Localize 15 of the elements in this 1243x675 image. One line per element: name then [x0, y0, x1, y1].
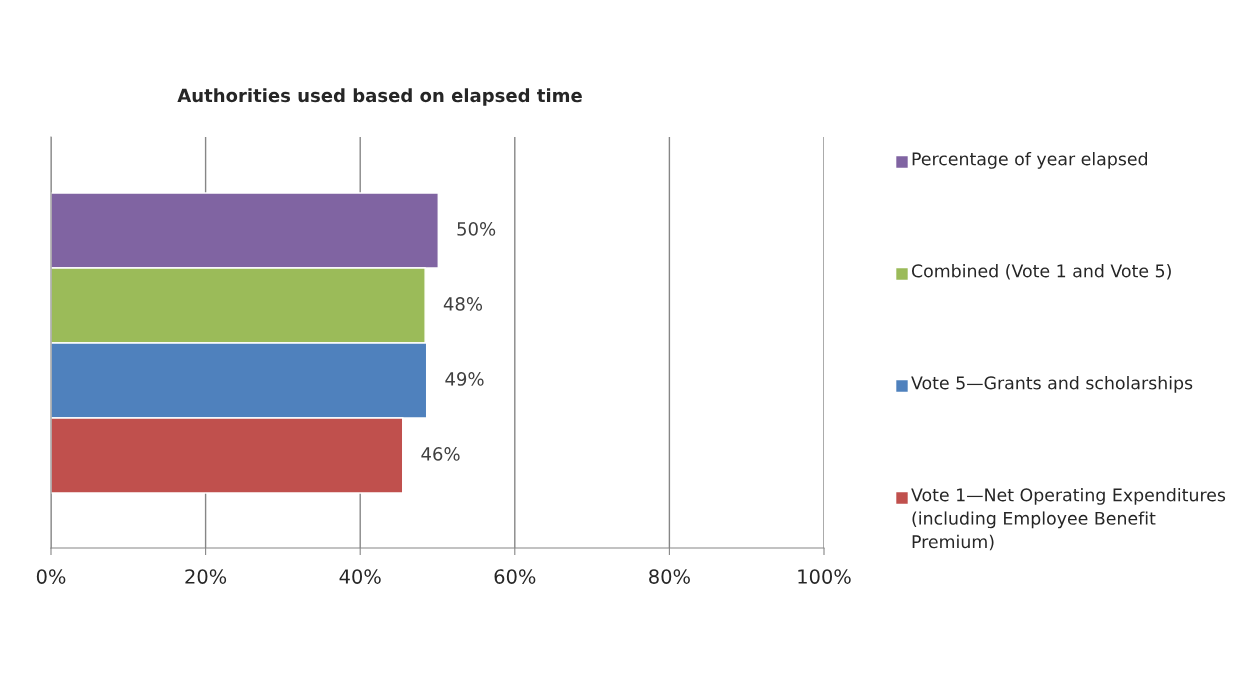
legend-label: Percentage of year elapsed	[912, 152, 1147, 169]
x-tick-label: 100%	[798, 569, 851, 584]
data-label: 46%	[421, 447, 460, 461]
x-tick-label: 40%	[339, 569, 381, 584]
chart-title: Authorities used based on elapsed time	[177, 88, 582, 106]
x-tick-label: 80%	[649, 569, 690, 584]
legend-label: Vote 5—Grants and scholarships	[911, 376, 1193, 393]
x-tick-label: 0%	[36, 569, 66, 584]
data-label: 48%	[443, 297, 483, 311]
legend-label: Vote 1—Net Operating Expenditures (including Employee Benefit Premium)	[911, 488, 1226, 551]
x-tick-label: 20%	[185, 569, 227, 584]
legend-label: Combined (Vote 1 and Vote 5)	[911, 264, 1171, 280]
x-tick-label: 60%	[494, 569, 536, 584]
data-label: 49%	[445, 372, 484, 386]
data-label: 50%	[457, 222, 496, 236]
